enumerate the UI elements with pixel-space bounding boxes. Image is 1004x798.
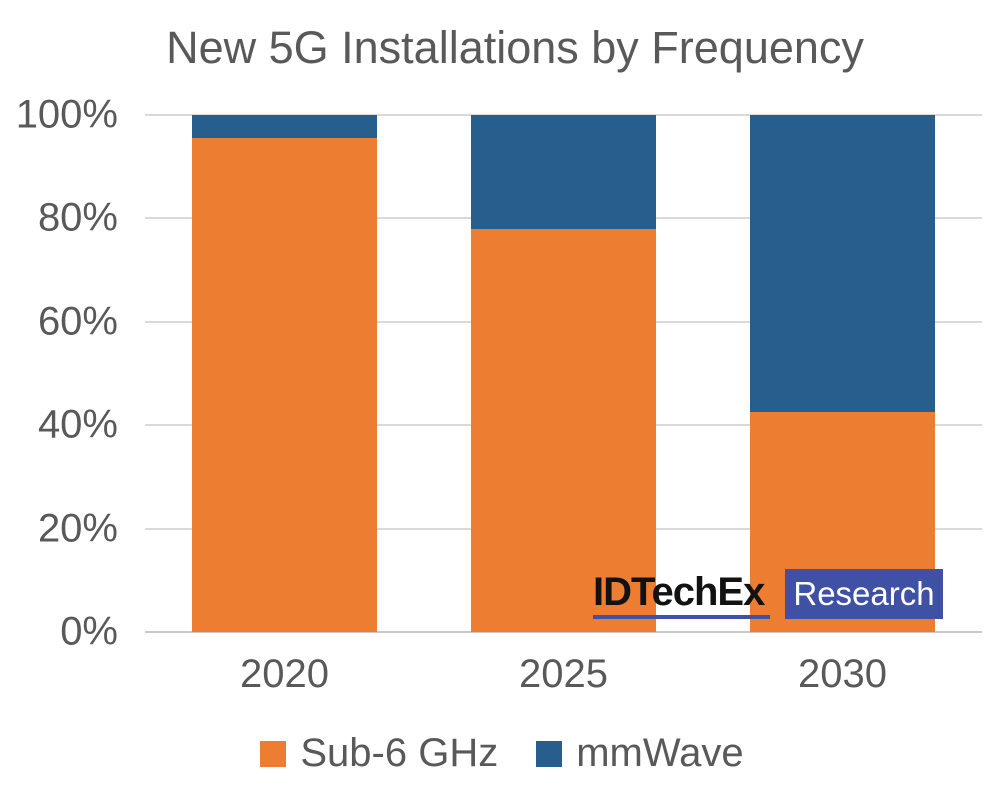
legend-swatch-1 [536, 740, 563, 767]
idtechex-logo: IDTechEx Research [593, 569, 943, 619]
bar-segment-sub-6-ghz-2025 [471, 228, 656, 632]
gridline-100% [145, 114, 982, 116]
bar-segment-mmwave-2020 [192, 115, 377, 139]
y-tick-label-0%: 0% [60, 609, 118, 654]
y-tick-label-100%: 100% [15, 92, 118, 137]
logo-brand-block: IDTechEx [593, 569, 770, 619]
bar-segment-sub-6-ghz-2020 [192, 138, 377, 632]
chart-title: New 5G Installations by Frequency [166, 22, 864, 73]
bars-row [145, 115, 982, 632]
y-tick-label-80%: 80% [37, 195, 118, 240]
y-tick-label-20%: 20% [37, 506, 118, 551]
bar-segment-mmwave-2025 [471, 115, 656, 229]
x-tick-label-2020: 2020 [240, 652, 329, 696]
legend-swatch-0 [260, 740, 287, 767]
y-tick-label-60%: 60% [37, 299, 118, 344]
gridline-0% [145, 631, 982, 633]
x-tick-label-2025: 2025 [519, 652, 608, 696]
x-tick-label-2030: 2030 [798, 652, 887, 696]
stacked-bar-2020 [192, 115, 377, 632]
legend-label-1: mmWave [576, 731, 744, 775]
stacked-bar-2030 [750, 115, 935, 632]
legend-item-sub-6-ghz: Sub-6 GHz [260, 731, 498, 776]
bar-slot-2020 [145, 115, 424, 632]
plot-area [145, 114, 982, 633]
y-tick-label-40%: 40% [37, 402, 118, 447]
bar-slot-2025 [424, 115, 703, 632]
y-axis: 100% 80% 60% 40% 20% 0% [0, 93, 118, 654]
logo-brand-text: IDTechEx [593, 570, 765, 614]
legend-item-mmwave: mmWave [536, 731, 744, 776]
legend-label-0: Sub-6 GHz [300, 731, 499, 775]
logo-research-box: Research [785, 569, 943, 619]
bar-slot-2030 [703, 115, 982, 632]
bar-segment-mmwave-2030 [750, 115, 935, 413]
legend: Sub-6 GHz mmWave [0, 731, 1004, 776]
logo-underline [593, 615, 770, 619]
x-axis: 2020 2025 2030 [145, 652, 982, 697]
logo-research-text: Research [793, 575, 935, 612]
stacked-bar-2025 [471, 115, 656, 632]
